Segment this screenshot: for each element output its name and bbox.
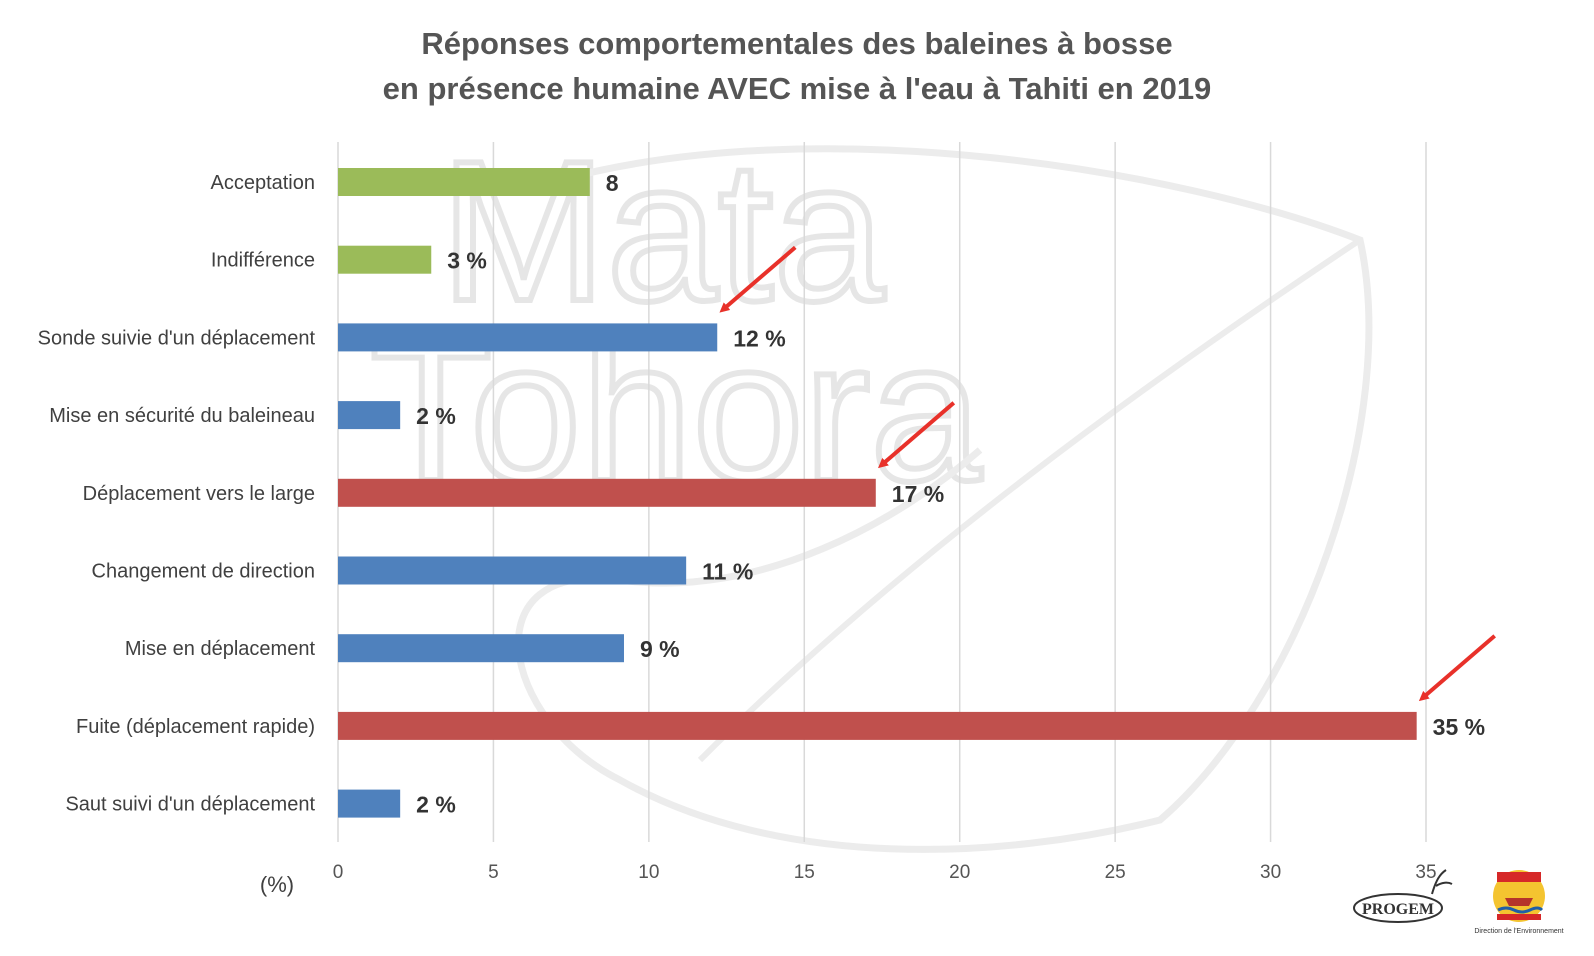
- category-label: Acceptation: [210, 172, 315, 194]
- x-tick-label: 30: [1260, 862, 1281, 883]
- watermark-text-1: Mata: [440, 120, 885, 343]
- category-label: Mise en déplacement: [125, 638, 316, 660]
- bar: [338, 168, 590, 196]
- data-labels: 8 3 % 12 % 2 % 17 % 11 % 9 % 35 % 2 %: [416, 170, 1485, 818]
- data-label: 9 %: [640, 636, 680, 662]
- category-label: Fuite (déplacement rapide): [76, 716, 315, 738]
- category-label: Saut suivi d'un déplacement: [65, 794, 315, 816]
- category-label: Changement de direction: [92, 561, 315, 583]
- emblem-red-band-bottom: [1497, 914, 1541, 920]
- data-label: 11 %: [702, 559, 753, 585]
- bar: [338, 401, 401, 430]
- category-label: Sonde suivie d'un déplacement: [38, 327, 316, 349]
- chart-subtitle: en présence humaine AVEC mise à l'eau à …: [382, 71, 1212, 106]
- category-label: Indifférence: [211, 250, 315, 272]
- x-tick-label: 10: [638, 862, 659, 883]
- data-label: 2 %: [416, 403, 456, 429]
- chart-title: Réponses comportementales des baleines à…: [421, 26, 1173, 61]
- bar: [338, 556, 687, 585]
- category-label: Déplacement vers le large: [83, 483, 315, 505]
- x-tick-label: 20: [949, 862, 970, 883]
- x-axis-unit-label: (%): [260, 872, 294, 897]
- category-label: Mise en sécurité du baleineau: [49, 405, 315, 427]
- annotation-arrow: [877, 401, 956, 469]
- watermark-leaf-vein: [697, 237, 1362, 763]
- bar: [338, 245, 432, 274]
- emblem-waves-icon: [1497, 906, 1544, 914]
- x-tick-label: 5: [488, 862, 499, 883]
- progem-logo: PROGEM: [1353, 869, 1453, 923]
- bar: [338, 478, 876, 507]
- bar: [338, 711, 1417, 740]
- data-label: 12 %: [733, 325, 785, 351]
- x-tick-labels: 0 5 10 15 20 25 30 35: [333, 862, 1437, 883]
- x-tick-label: 35: [1415, 862, 1436, 883]
- data-label: 17 %: [892, 481, 944, 507]
- annotation-arrow: [719, 245, 797, 313]
- x-tick-label: 15: [794, 862, 815, 883]
- palm-tree-icon: [1431, 869, 1453, 895]
- direction-environnement-logo: Direction de l'Environnement: [1474, 870, 1564, 935]
- data-label: 2 %: [416, 792, 456, 818]
- bar: [338, 789, 401, 818]
- emblem-canoe-icon: [1505, 898, 1533, 906]
- direction-logo-text: Direction de l'Environnement: [1474, 928, 1563, 935]
- data-label: 35 %: [1433, 714, 1485, 740]
- bar: [338, 634, 624, 663]
- x-tick-label: 0: [333, 862, 344, 883]
- category-labels: Acceptation Indifférence Sonde suivie d'un…: [38, 172, 316, 816]
- data-label: 3 %: [447, 248, 487, 274]
- progem-logo-swirl-icon: [1353, 893, 1443, 923]
- bar: [338, 323, 718, 352]
- data-label: 8: [606, 170, 619, 196]
- progem-logo-text: PROGEM: [1362, 901, 1434, 918]
- annotation-arrow: [1418, 634, 1496, 702]
- x-tick-label: 25: [1105, 862, 1126, 883]
- emblem-red-band: [1497, 872, 1541, 882]
- bars: [338, 168, 1417, 818]
- annotation-arrows: [719, 245, 1496, 702]
